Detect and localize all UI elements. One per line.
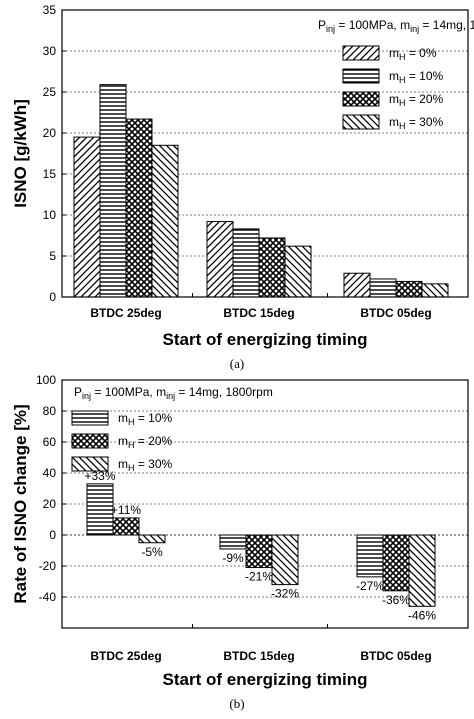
bar-back-0 [138,534,166,544]
category-label: BTDC 05deg [360,306,431,320]
y-tick-label: 100 [36,373,56,387]
condition-label: Pinj = 100MPa, minj = 14mg, 1800rpm [318,18,474,34]
y-tick-label: 30 [43,44,57,58]
bar-horiz-0 [99,84,127,298]
bar-horiz-0 [86,483,114,536]
y-tick-label: 5 [49,249,56,263]
legend-swatch [71,456,109,472]
category-label: BTDC 25deg [90,649,161,663]
y-tick-label: 10 [43,208,57,222]
legend-swatch [342,114,380,130]
bar-horiz-1 [219,534,247,550]
y-tick-label: 20 [43,126,57,140]
y-tick-label: 15 [43,167,57,181]
plot-frame [61,9,469,298]
legend-label: mH = 30% [118,457,173,473]
bar-back-2 [421,283,449,298]
y-tick-label: 20 [43,497,57,511]
chart-panel-1: 0 5 10 15 20 25 30 35 BTDC 25deg BTDC 15deg BTDC 0… [11,3,474,371]
y-tick-label: 25 [43,85,57,99]
bar-back-1 [284,245,312,298]
bar-back-0 [151,144,179,298]
y-tick-label: 35 [43,3,57,17]
bar-horiz-1 [232,228,260,298]
y-tick-label: 40 [43,466,57,480]
y-tick-label: 60 [43,435,57,449]
y-tick-label: 0 [49,528,56,542]
category-label: BTDC 15deg [223,649,294,663]
legend-label: mH = 20% [389,92,444,108]
data-label: -32% [271,587,299,601]
legend-swatch [71,410,109,426]
data-label: -5% [141,545,163,559]
y-tick-label: -40 [39,590,57,604]
data-label: +11% [111,503,141,517]
panel-caption: (a) [230,356,244,371]
category-label: BTDC 15deg [223,306,294,320]
y-axis-label: Rate of ISNO change [%] [11,404,30,603]
legend-swatch [71,433,109,449]
legend-swatch [342,91,380,107]
y-tick-label: 0 [49,290,56,304]
bar-horiz-2 [369,278,397,298]
bar-cross-2 [395,280,423,298]
bar-back-2 [408,534,436,607]
legend-label: mH = 30% [389,115,444,131]
legend-swatch [342,68,380,84]
panel-caption: (b) [229,696,244,711]
chart-panel-2: -40 -20 0 20 40 60 80 100 +33% -9% -27% +11% -21% -36… [11,373,469,711]
condition-label: Pinj = 100MPa, minj = 14mg, 1800rpm [74,385,273,401]
x-axis-label: Start of energizing timing [163,330,368,349]
plot-frame [61,379,469,629]
x-axis-label: Start of energizing timing [163,670,368,689]
data-label: -46% [408,608,436,622]
bar-horiz-2 [356,534,384,578]
data-label: -36% [382,593,410,607]
bar-cross-0 [112,517,140,536]
data-label: +33% [84,469,115,483]
bar-cross-0 [125,118,153,298]
bar-diag-2 [343,272,371,298]
bar-diag-0 [73,136,101,298]
legend-label: mH = 10% [118,411,173,427]
data-label: -9% [222,551,244,565]
y-axis-label: ISNO [g/kWh] [11,99,30,208]
legend-swatch [342,45,380,61]
y-tick-label: 80 [43,404,57,418]
bar-diag-1 [206,221,234,298]
y-tick-label: -20 [39,559,57,573]
legend-label: mH = 10% [389,69,444,85]
data-label: -27% [356,579,384,593]
bar-cross-2 [382,534,410,592]
legend-label: mH = 0% [389,46,437,62]
category-label: BTDC 05deg [360,649,431,663]
bar-cross-1 [258,237,286,298]
category-label: BTDC 25deg [90,306,161,320]
legend-label: mH = 20% [118,434,173,450]
bar-cross-1 [245,534,273,569]
data-label: -21% [245,570,273,584]
bar-back-1 [271,534,299,586]
